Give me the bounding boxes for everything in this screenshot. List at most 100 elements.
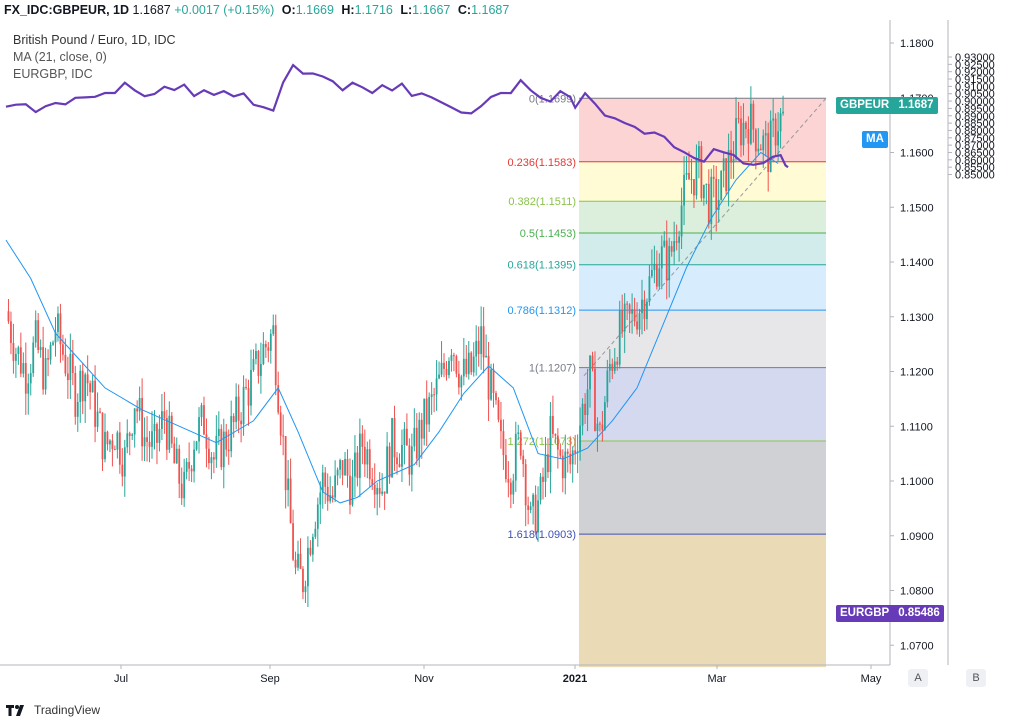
eurgbp-price-badge: EURGBP 0.85486 xyxy=(836,605,944,622)
candle-body xyxy=(660,246,663,269)
candle-body xyxy=(574,450,577,453)
scale-b-button[interactable]: B xyxy=(966,669,986,687)
legend-overlay[interactable]: EURGBP, IDC xyxy=(13,67,93,81)
candle-body xyxy=(284,436,287,491)
candle-body xyxy=(277,385,280,413)
candle-body xyxy=(329,495,332,502)
candle-body xyxy=(425,398,428,425)
candle-body xyxy=(737,118,740,120)
candle-body xyxy=(443,362,445,369)
candle-body xyxy=(47,358,49,360)
candle-body xyxy=(81,370,84,402)
high-label: H: xyxy=(341,3,355,17)
candle-body xyxy=(297,553,299,568)
candle-body xyxy=(433,394,436,396)
candle-body xyxy=(165,418,168,450)
candle-body xyxy=(391,418,393,478)
candle-body xyxy=(695,158,698,196)
candle-body xyxy=(321,472,324,493)
candle-body xyxy=(547,454,549,473)
eurgbp-line xyxy=(5,63,789,169)
candle-body xyxy=(762,135,765,151)
candle-body xyxy=(472,356,475,373)
auto-scale-button[interactable]: A xyxy=(908,669,928,687)
right-axis-tick-label: 0.93000 xyxy=(955,52,995,64)
candle-body xyxy=(153,424,156,432)
candle-body xyxy=(606,370,609,403)
candle-body xyxy=(393,418,396,458)
candle-body xyxy=(534,494,537,533)
symbol-name[interactable]: FX_IDC:GBPEUR, 1D xyxy=(4,3,130,17)
candle-body xyxy=(566,451,569,454)
candle-body xyxy=(363,446,366,465)
chart-legend: British Pound / Euro, 1D, IDC MA (21, cl… xyxy=(13,32,176,83)
candle-body xyxy=(636,321,638,330)
candle-body xyxy=(680,205,683,237)
candle-body xyxy=(774,118,777,146)
close-label: C: xyxy=(457,3,472,17)
right-axis-tick-label: 0.87500 xyxy=(955,133,995,145)
candle-body xyxy=(749,103,752,144)
candle-body xyxy=(282,435,285,437)
candle-body xyxy=(163,411,166,419)
candle-body xyxy=(658,268,661,287)
candle-body xyxy=(113,449,116,451)
candle-body xyxy=(136,408,139,412)
candle-body xyxy=(131,434,134,436)
low-value: 1.1667 xyxy=(412,3,451,17)
candle-body xyxy=(495,393,497,401)
candle-body xyxy=(250,369,252,406)
candle-body xyxy=(715,178,718,210)
right-axis-tick-label: 0.88500 xyxy=(955,118,995,130)
candle-body xyxy=(242,386,245,425)
candle-body xyxy=(735,118,737,159)
candle-body xyxy=(413,427,416,447)
candle-body xyxy=(69,353,72,381)
candle-body xyxy=(91,380,94,393)
candle-body xyxy=(344,458,346,476)
candle-body xyxy=(608,363,611,371)
candle-body xyxy=(638,313,641,330)
candle-body xyxy=(314,528,317,537)
candle-body xyxy=(371,479,374,485)
candle-body xyxy=(448,360,450,376)
legend-title[interactable]: British Pound / Euro, 1D, IDC xyxy=(13,33,176,47)
candle-body xyxy=(37,320,40,351)
ma-line xyxy=(5,151,779,504)
candle-body xyxy=(71,353,74,373)
right-axis-tick-label: 0.92000 xyxy=(955,67,995,79)
candle-body xyxy=(670,246,673,252)
candle-body xyxy=(334,475,337,498)
time-axis-tick-label: Mar xyxy=(708,673,727,685)
candle-body xyxy=(319,492,322,505)
candle-body xyxy=(34,320,37,343)
candle-body xyxy=(581,403,584,426)
fibonacci-retracement[interactable]: 0(1.1699)0.236(1.1583)0.382(1.1511)0.5(1… xyxy=(508,93,827,668)
candle-body xyxy=(537,500,539,533)
candle-body xyxy=(512,480,515,495)
candle-body xyxy=(240,420,242,425)
candle-body xyxy=(690,179,693,181)
candle-body xyxy=(599,423,601,425)
left-axis-tick-label: 1.0700 xyxy=(900,640,934,652)
candle-body xyxy=(235,396,238,423)
last-price: 1.1687 xyxy=(132,3,171,17)
candle-body xyxy=(274,325,277,386)
candle-body xyxy=(559,449,562,456)
branding[interactable]: TradingView xyxy=(6,703,100,717)
candle-body xyxy=(648,276,651,302)
candle-body xyxy=(106,431,109,445)
candle-body xyxy=(49,344,52,360)
candle-body xyxy=(24,363,27,394)
candle-body xyxy=(123,447,126,477)
axes: 1.18001.17001.16001.15001.14001.13001.12… xyxy=(0,20,995,685)
right-axis-tick-label: 0.89000 xyxy=(955,111,995,123)
left-axis-tick-label: 1.1200 xyxy=(900,367,934,379)
candle-body xyxy=(757,148,760,152)
legend-ma[interactable]: MA (21, close, 0) xyxy=(13,50,107,64)
candle-body xyxy=(381,491,384,494)
candle-body xyxy=(99,411,101,413)
candle-body xyxy=(188,461,191,469)
candle-body xyxy=(210,457,213,464)
